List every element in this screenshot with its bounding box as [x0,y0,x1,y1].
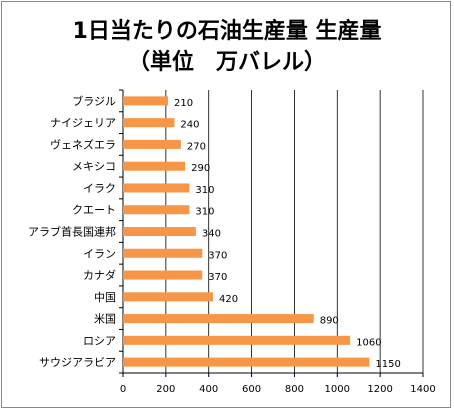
data-label: 210 [174,98,193,109]
data-label: 1060 [356,337,381,348]
data-label: 310 [195,185,214,196]
bar [123,314,314,324]
x-tick-label: 200 [156,384,175,395]
data-label: 290 [191,163,210,174]
chart-title: 1日当たりの石油生産量 生産量 [72,19,382,44]
x-tick-label: 0 [120,384,126,395]
bar [123,357,370,367]
bar [123,227,196,236]
category-label: メキシコ [72,160,116,173]
data-label: 240 [180,120,199,131]
bar [123,161,186,171]
category-label: ブラジル [72,94,116,108]
category-label: ヴェネズエラ [50,137,116,151]
category-label: カナダ [83,268,116,282]
data-label: 370 [208,272,227,283]
category-label: サウジアラビア [39,356,116,369]
data-label: 270 [187,141,206,152]
bar [123,248,203,258]
x-tick-label: 600 [242,384,261,395]
bar [123,270,203,280]
category-label: ロシア [83,334,116,347]
data-label: 1150 [375,359,400,370]
x-tick-label: 800 [285,384,304,395]
bar [123,96,168,106]
category-label: クエート [72,204,116,217]
category-label: イラン [83,247,116,260]
bar [123,335,351,345]
category-label: イラク [83,182,116,195]
data-label: 340 [202,229,221,240]
x-tick-label: 1400 [410,384,435,395]
bar [123,183,190,193]
data-label: 420 [219,294,238,305]
bar [123,139,181,149]
bar [123,205,190,215]
x-tick-label: 400 [199,384,218,395]
category-label: アラブ首長国連邦 [28,225,116,239]
data-label: 370 [208,250,227,261]
chart-subtitle: （単位 万バレル） [127,50,326,75]
x-tick-label: 1000 [325,384,350,395]
category-label: 中国 [94,291,116,304]
bar [123,292,213,302]
data-label: 310 [195,207,214,218]
category-label: 米国 [94,313,116,326]
category-label: ナイジェリア [50,117,116,130]
data-label: 890 [320,316,339,327]
bar [123,118,175,128]
x-tick-label: 1200 [367,384,392,395]
